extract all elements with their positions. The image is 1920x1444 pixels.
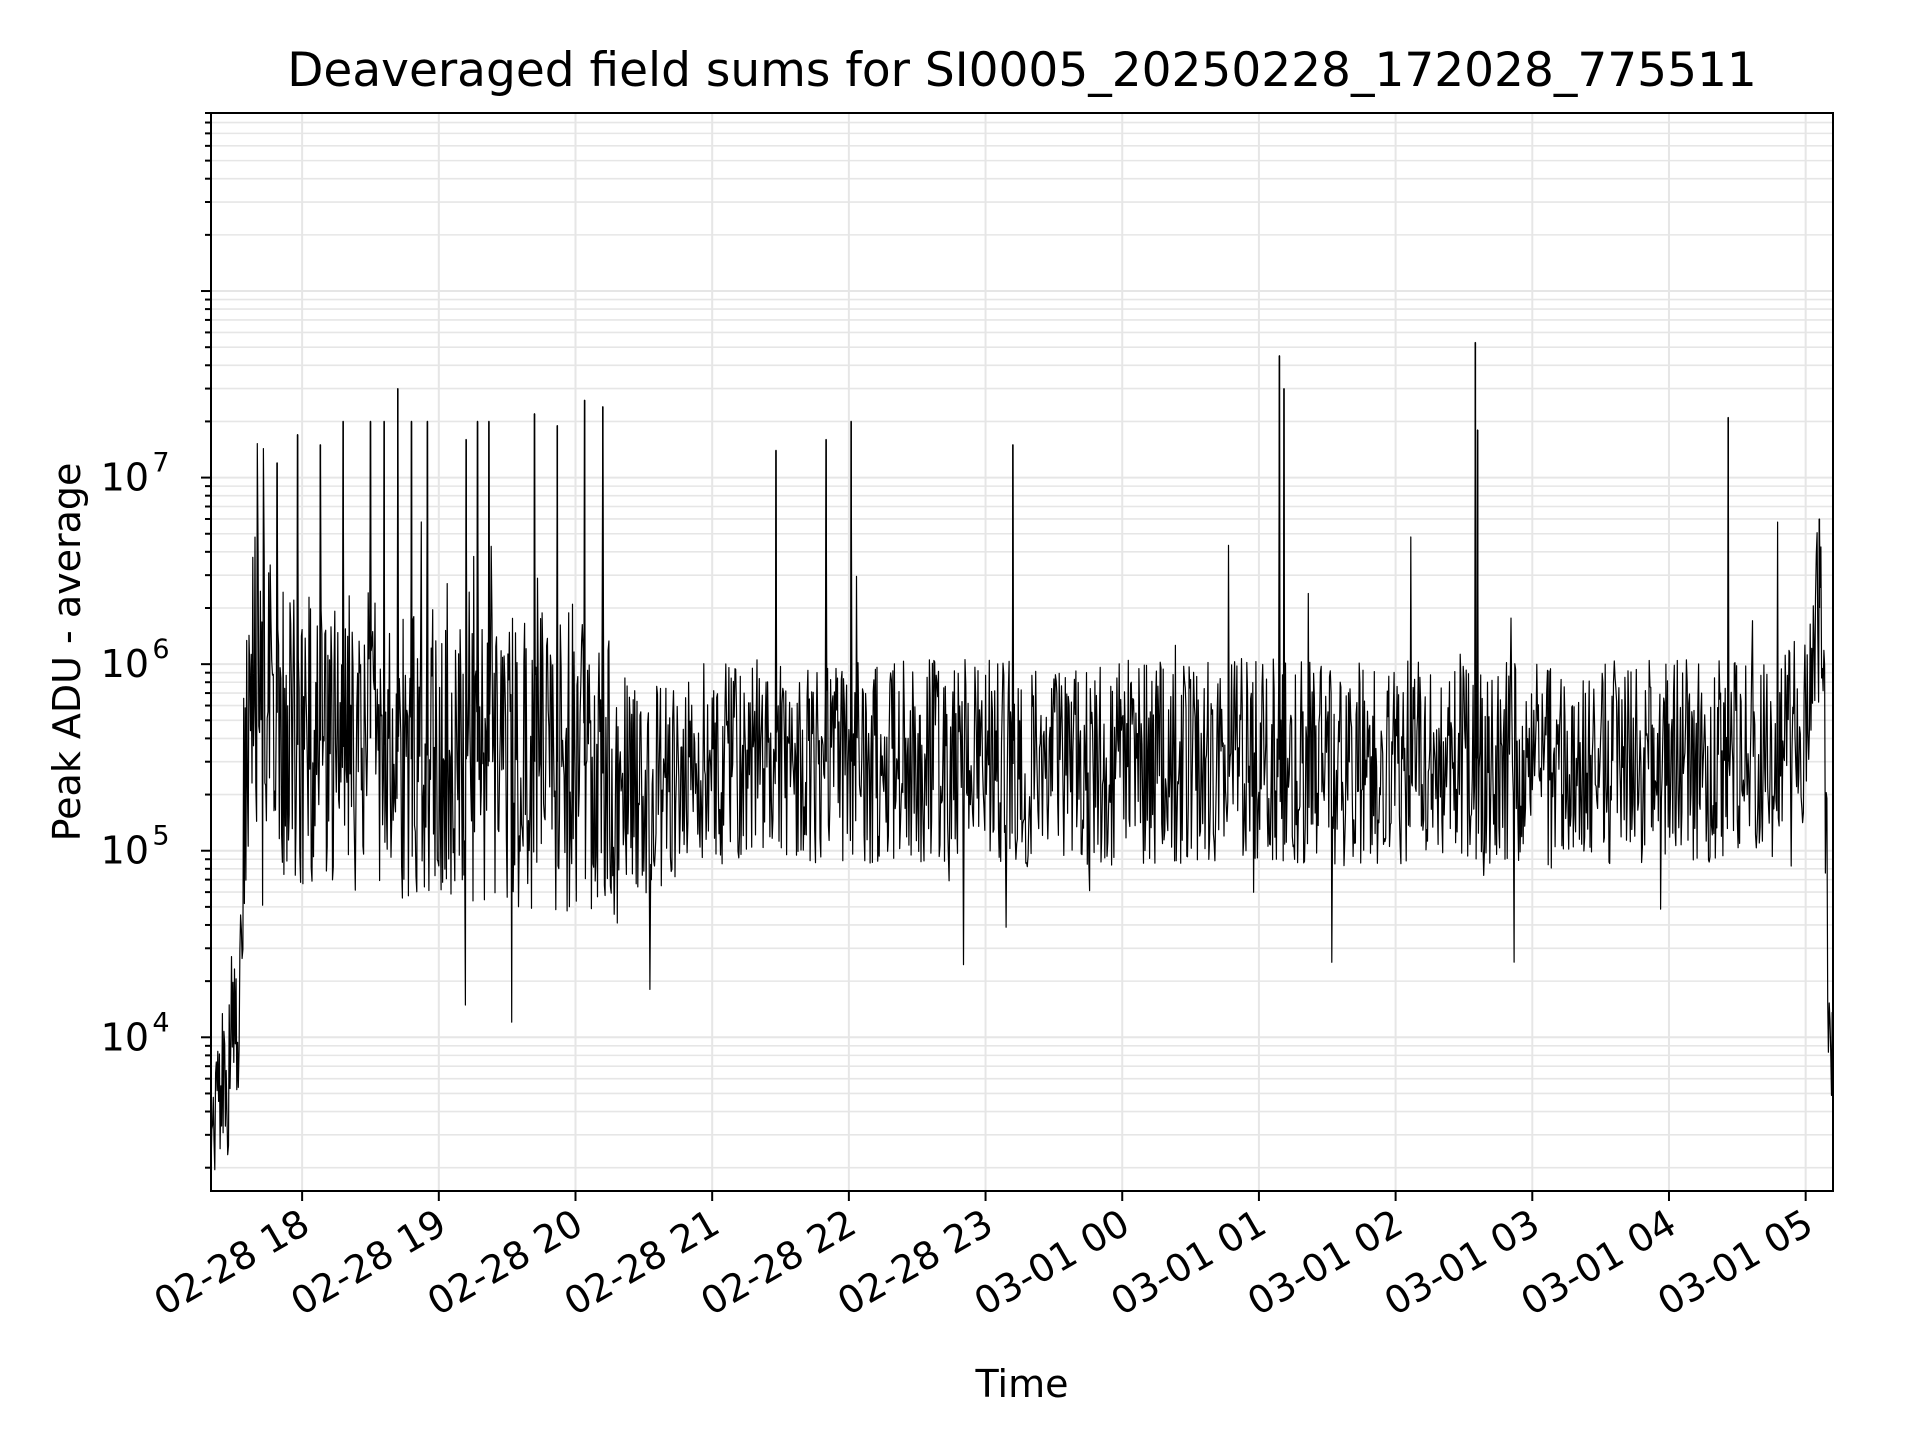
x-axis-label: Time — [975, 1362, 1069, 1406]
y-tick-label: 10 — [101, 829, 149, 873]
y-tick-exponent: 5 — [152, 821, 169, 852]
series-line — [210, 341, 1834, 1171]
y-tick-exponent: 6 — [152, 634, 169, 665]
y-tick-label: 10 — [101, 1015, 149, 1059]
y-tick-label: 10 — [101, 456, 149, 500]
y-tick-exponent: 7 — [152, 448, 169, 479]
data-layer — [210, 341, 1834, 1171]
plot-frame — [210, 112, 1834, 1192]
y-tick-label: 10 — [101, 642, 149, 686]
y-axis-label: Peak ADU - average — [45, 463, 89, 842]
grid — [211, 112, 1833, 1191]
y-tick-exponent: 4 — [152, 1007, 169, 1038]
chart-title: Deaveraged field sums for SI0005_2025022… — [287, 43, 1757, 98]
